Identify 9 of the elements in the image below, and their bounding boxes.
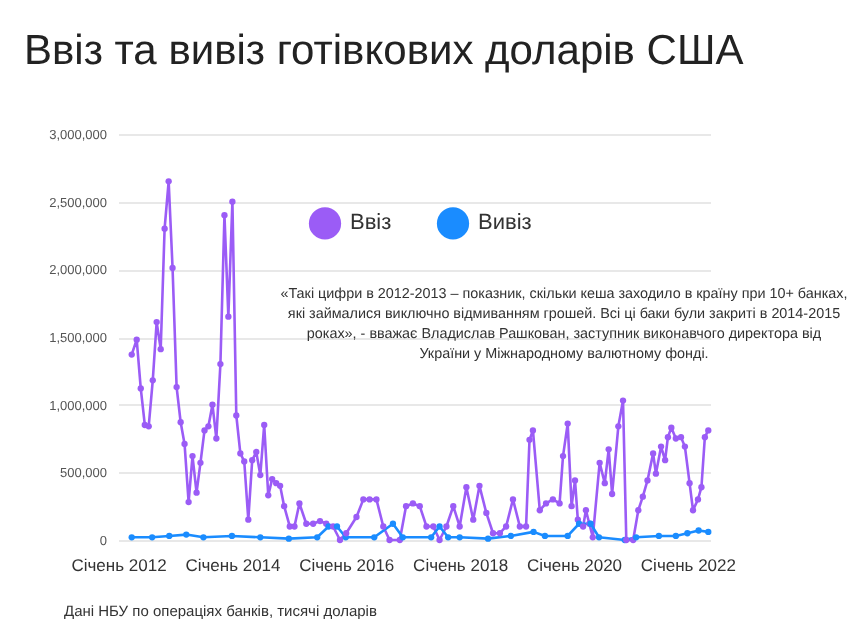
x-tick-label: Січень 2016 bbox=[299, 555, 395, 575]
legend-label: Ввіз bbox=[350, 211, 392, 236]
x-tick-label: Січень 2022 bbox=[640, 555, 737, 575]
chart-title: Ввіз та вивіз готівкових доларів США bbox=[24, 28, 744, 76]
legend-label: Вивіз bbox=[478, 211, 532, 236]
x-tick-label: Січень 2012 bbox=[71, 555, 168, 575]
x-tick-label: Січень 2014 bbox=[185, 555, 282, 575]
x-tick-label: Січень 2018 bbox=[413, 555, 509, 575]
x-tick-label: Січень 2020 bbox=[526, 555, 623, 575]
